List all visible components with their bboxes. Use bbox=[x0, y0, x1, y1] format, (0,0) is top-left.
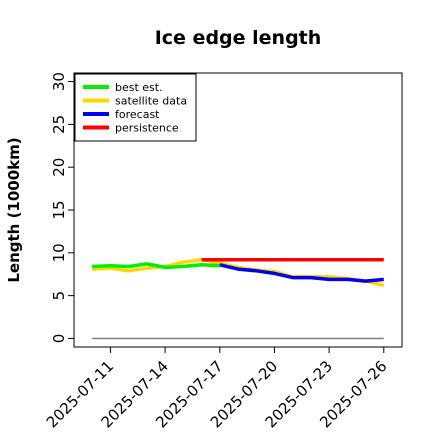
series-line-forecast bbox=[219, 263, 384, 283]
legend-entry-label: forecast bbox=[115, 108, 160, 121]
plot-lines bbox=[92, 257, 385, 340]
y-axis-label: Length (1000km) bbox=[5, 137, 23, 282]
y-tick-label: 20 bbox=[50, 158, 68, 177]
legend-entry-label: persistence bbox=[115, 122, 179, 135]
legend-entry-label: satellite data bbox=[115, 95, 187, 108]
y-axis: 0 5 10 15 20 25 30 bbox=[50, 72, 74, 343]
legend-entry-label: best est. bbox=[115, 81, 163, 94]
y-tick-label: 0 bbox=[50, 334, 68, 344]
chart-title: Ice edge length bbox=[155, 27, 322, 49]
series-line-best-est bbox=[92, 262, 220, 270]
y-tick-label: 10 bbox=[50, 243, 68, 262]
y-tick-label: 5 bbox=[50, 291, 68, 301]
y-tick-label: 15 bbox=[50, 200, 68, 219]
series-line-satellite-data bbox=[92, 257, 385, 288]
y-tick-label: 25 bbox=[50, 115, 68, 134]
legend: best est.satellite dataforecastpersisten… bbox=[74, 73, 197, 142]
y-tick-label: 30 bbox=[50, 72, 68, 91]
x-axis: 2025-07-112025-07-142025-07-172025-07-20… bbox=[43, 347, 391, 431]
